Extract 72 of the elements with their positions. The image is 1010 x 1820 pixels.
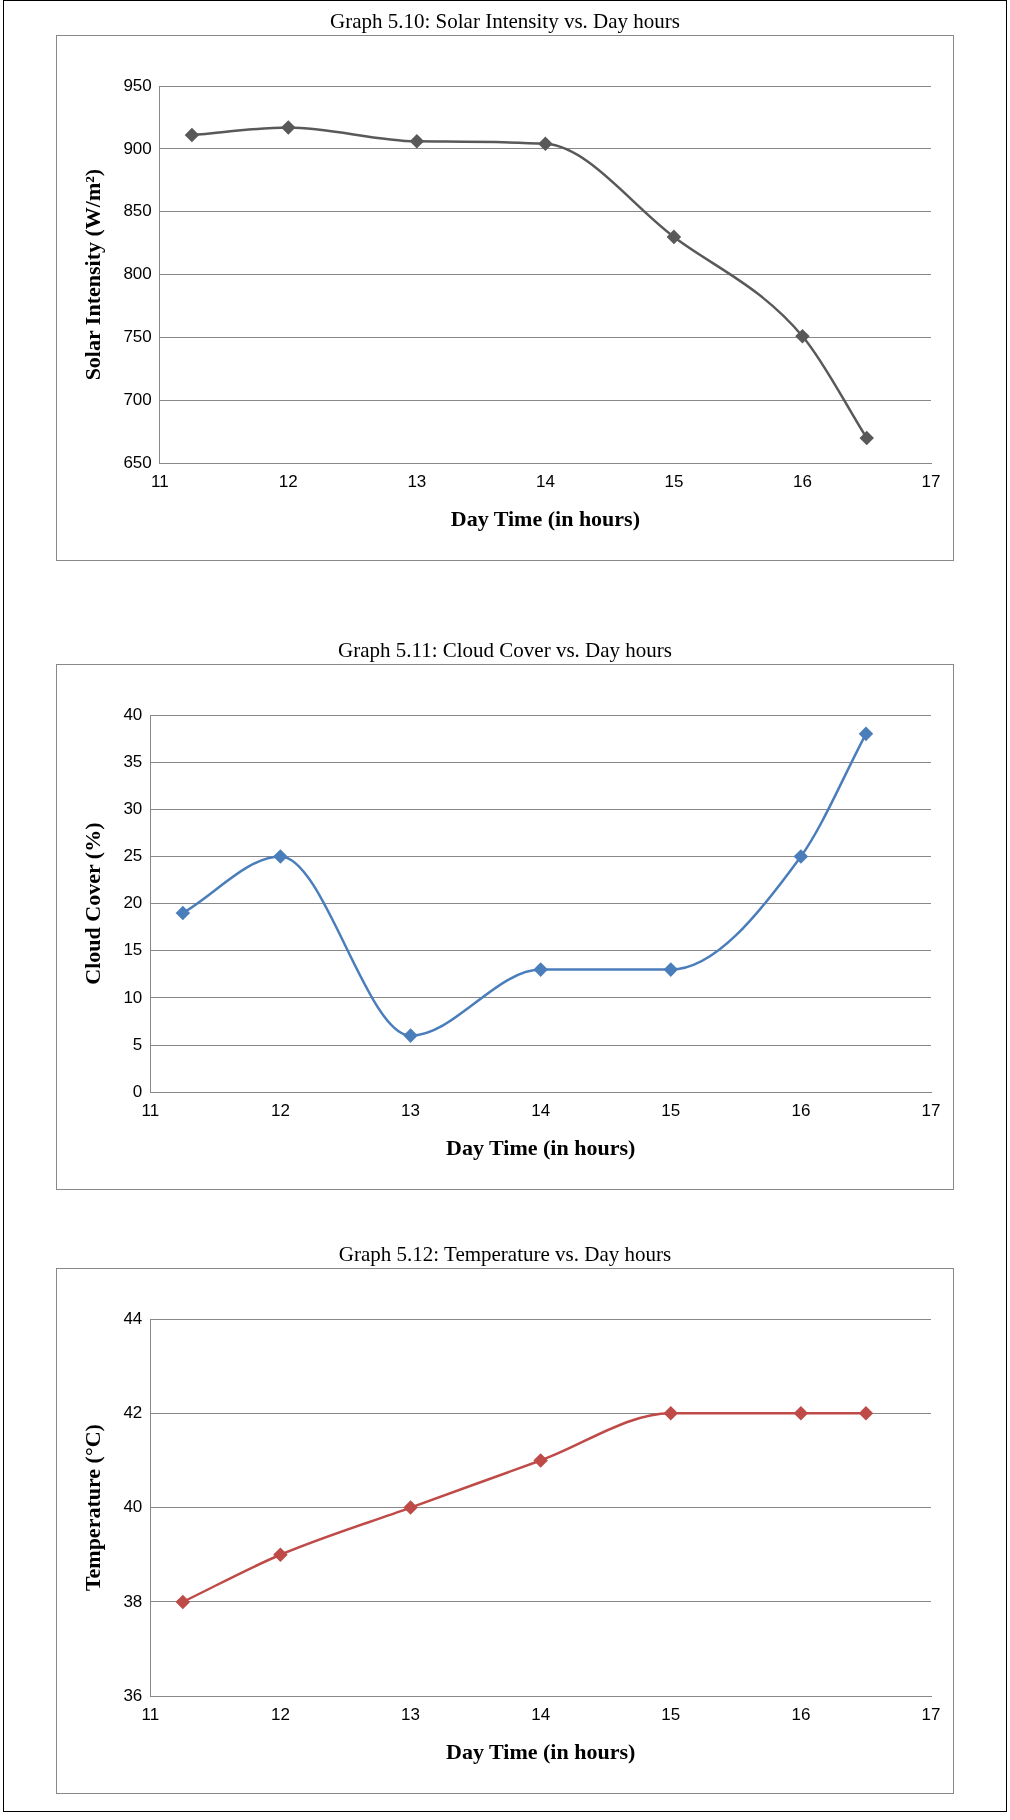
y-tick-label: 44	[123, 1308, 143, 1328]
x-tick-label: 12	[270, 1101, 290, 1121]
y-tick-label: 40	[123, 704, 143, 724]
point	[667, 230, 681, 244]
y-tick-label: 800	[123, 264, 152, 284]
point	[664, 962, 678, 977]
y-tick-label: 700	[123, 390, 152, 410]
y-axis-title: Solar Intensity (W/m²)	[79, 168, 105, 381]
point	[794, 849, 808, 864]
point	[410, 134, 424, 149]
point	[859, 727, 873, 741]
x-tick-label: 15	[661, 1101, 681, 1121]
point	[403, 1028, 418, 1043]
chart-title: Graph 5.12: Temperature vs. Day hours	[337, 1242, 673, 1267]
x-tick-label: 11	[141, 1705, 160, 1725]
point	[859, 431, 874, 445]
x-tick-label: 16	[791, 1705, 811, 1725]
x-tick-label: 12	[270, 1705, 290, 1725]
x-tick-label: 16	[793, 472, 812, 492]
point	[795, 329, 810, 343]
y-tick-label: 10	[123, 987, 143, 1007]
y-tick-label: 950	[123, 75, 152, 95]
y-axis-title: Temperature (°C)	[79, 1424, 105, 1592]
y-tick-label: 30	[123, 798, 143, 818]
x-tick-label: 17	[921, 472, 941, 492]
point	[176, 906, 190, 920]
point	[185, 128, 199, 142]
x-tick-label: 12	[278, 472, 298, 492]
y-tick-label: 850	[123, 201, 152, 221]
point	[859, 1406, 873, 1421]
x-axis-title: Day Time (in hours)	[446, 1135, 636, 1161]
x-axis-title: Day Time (in hours)	[450, 506, 641, 532]
point	[273, 849, 288, 864]
point	[533, 962, 548, 977]
point	[538, 137, 553, 151]
y-tick-label: 36	[123, 1685, 143, 1705]
x-tick-label: 13	[401, 1705, 420, 1725]
x-axis-title: Day Time (in hours)	[446, 1739, 636, 1765]
y-tick-label: 42	[123, 1402, 143, 1422]
point	[403, 1500, 418, 1515]
x-tick-label: 17	[921, 1101, 941, 1121]
x-tick-label: 15	[661, 1705, 681, 1725]
y-tick-label: 900	[123, 138, 152, 158]
y-tick-label: 650	[123, 452, 152, 472]
y-axis-title: Cloud Cover (%)	[79, 822, 105, 985]
point	[281, 120, 296, 135]
x-tick-label: 11	[141, 1101, 160, 1121]
x-tick-label: 17	[921, 1705, 941, 1725]
y-tick-label: 5	[132, 1034, 143, 1054]
y-tick-label: 35	[123, 751, 143, 771]
y-tick-label: 0	[132, 1081, 143, 1101]
x-tick-label: 14	[531, 1101, 551, 1121]
point	[273, 1548, 288, 1562]
y-tick-label: 15	[123, 940, 143, 960]
point	[664, 1406, 678, 1421]
point	[176, 1595, 190, 1609]
x-tick-label: 11	[150, 472, 169, 492]
y-tick-label: 40	[123, 1497, 143, 1517]
point	[533, 1453, 548, 1468]
chart-title: Graph 5.11: Cloud Cover vs. Day hours	[337, 638, 673, 663]
x-tick-label: 14	[535, 472, 555, 492]
x-tick-label: 13	[407, 472, 427, 492]
x-tick-label: 16	[791, 1101, 811, 1121]
x-tick-label: 14	[531, 1705, 551, 1725]
y-tick-label: 25	[123, 846, 143, 866]
y-tick-label: 38	[123, 1591, 143, 1611]
chart-title: Graph 5.10: Solar Intensity vs. Day hours	[329, 9, 681, 34]
y-tick-label: 750	[123, 327, 152, 347]
y-tick-label: 20	[123, 893, 143, 913]
x-tick-label: 13	[401, 1101, 420, 1121]
x-tick-label: 15	[664, 472, 684, 492]
point	[794, 1406, 808, 1421]
